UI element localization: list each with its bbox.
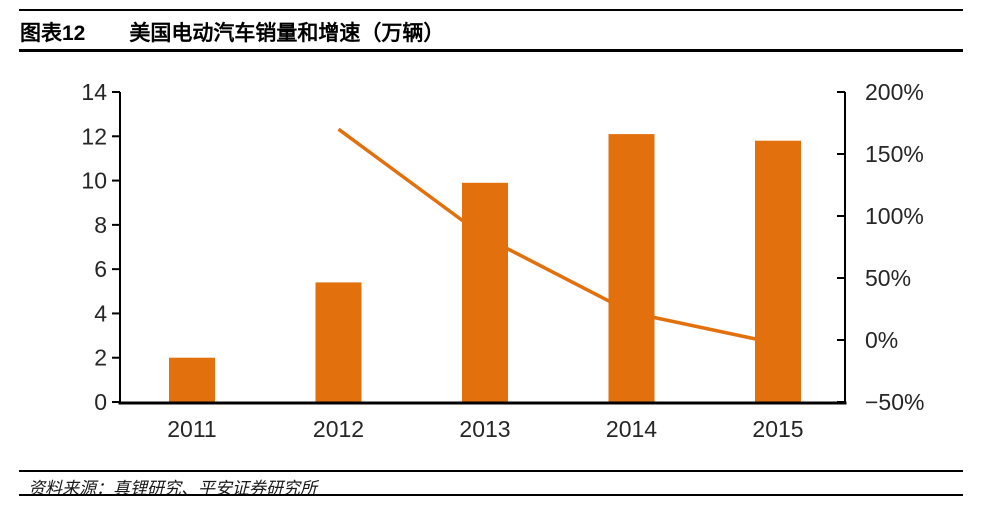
growth-line: [337, 127, 779, 346]
y-right-tick-label: 200%: [865, 79, 924, 105]
x-tick-label-2013: 2013: [459, 416, 510, 442]
y-right-tick-label: 0%: [865, 327, 898, 353]
y-left-tick-label: 8: [94, 212, 107, 238]
y-right-tick-label: 100%: [865, 203, 924, 229]
combo-chart: 0 2 4 6 8 10 12 14 −50% 0% 50% 100% 150% 200% 2011 2012…: [81, 79, 924, 442]
sales-bar-2012: [315, 282, 362, 402]
y-right-tick-label: −50%: [865, 389, 924, 415]
y-left-tick-label: 2: [94, 345, 107, 371]
top-rule: [19, 9, 963, 11]
x-tick-label-2011: 2011: [167, 416, 216, 442]
bottom-rule: [19, 494, 963, 496]
y-right-tick-label: 50%: [865, 265, 911, 291]
figure-label: 图表12: [20, 22, 86, 45]
y-left-tick-label: 0: [94, 389, 107, 415]
sales-bar-2014: [608, 134, 655, 402]
figure-title: 美国电动汽车销量和增速（万辆）: [129, 22, 445, 45]
y-left-tick-label: 10: [81, 168, 107, 194]
sales-bar-2011: [169, 357, 215, 402]
y-left-tick-label: 4: [94, 300, 107, 326]
source-line: 资料来源：真锂研究、平安证券研究所: [28, 479, 317, 498]
y-left-tick-label: 14: [81, 79, 107, 105]
sales-bar-2015: [755, 140, 801, 402]
title-underline-rule: [19, 49, 963, 52]
x-tick-label-2014: 2014: [606, 416, 657, 442]
y-left-tick-label: 6: [94, 256, 107, 282]
figure-header: 图表12 美国电动汽车销量和增速（万辆）: [20, 17, 444, 47]
x-axis: [118, 401, 847, 405]
y-left-tick-label: 12: [81, 123, 107, 149]
x-tick-label-2015: 2015: [752, 416, 803, 442]
source-top-rule: [19, 470, 963, 472]
y-right-tick-label: 150%: [865, 141, 924, 167]
sales-bar-2013: [462, 182, 508, 402]
x-tick-label-2012: 2012: [313, 416, 364, 442]
